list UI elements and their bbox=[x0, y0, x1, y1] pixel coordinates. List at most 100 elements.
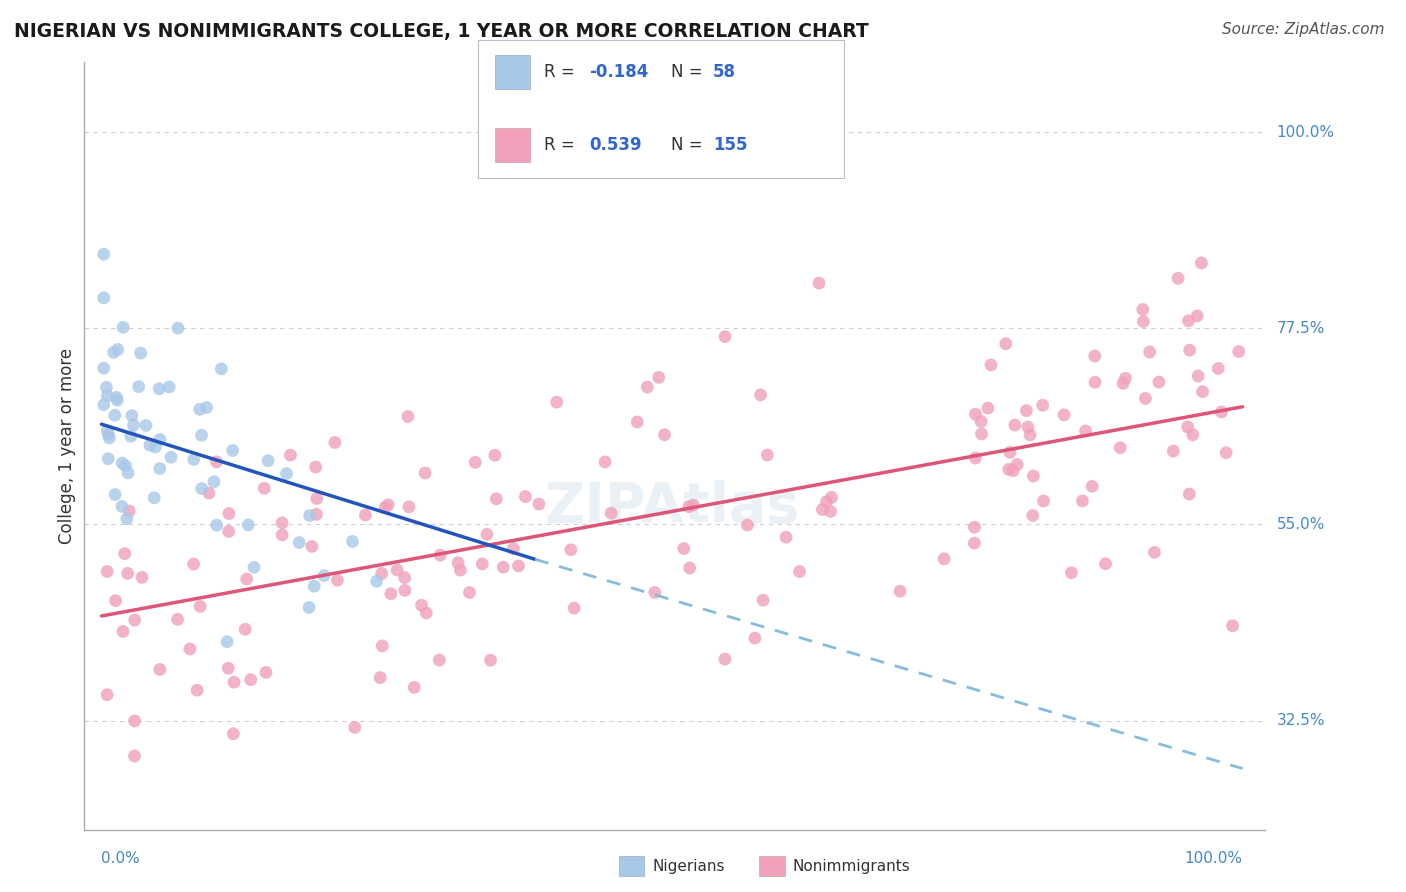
Point bbox=[105, 390, 128, 404]
Point bbox=[679, 561, 702, 575]
Point bbox=[1132, 302, 1154, 317]
Point bbox=[1032, 398, 1054, 412]
Text: N =: N = bbox=[671, 136, 707, 154]
Point bbox=[370, 566, 392, 581]
Point bbox=[775, 530, 797, 544]
Point bbox=[143, 491, 166, 505]
Point bbox=[195, 401, 218, 415]
Text: 58: 58 bbox=[713, 63, 735, 81]
Point bbox=[129, 346, 152, 360]
Point bbox=[714, 652, 737, 666]
Text: 55.0%: 55.0% bbox=[1277, 517, 1326, 532]
Point bbox=[257, 453, 280, 467]
Point bbox=[1112, 376, 1135, 391]
Point bbox=[97, 451, 120, 466]
Point bbox=[484, 448, 506, 462]
Point bbox=[105, 393, 128, 408]
Point bbox=[243, 560, 266, 574]
Point bbox=[117, 566, 139, 581]
Point bbox=[1132, 314, 1154, 328]
Point bbox=[280, 448, 302, 462]
Point bbox=[160, 450, 183, 465]
Point bbox=[1005, 458, 1028, 472]
Text: 100.0%: 100.0% bbox=[1185, 851, 1243, 866]
Point bbox=[714, 329, 737, 343]
Point bbox=[112, 624, 135, 639]
Point bbox=[305, 491, 328, 506]
Text: R =: R = bbox=[544, 136, 581, 154]
Point bbox=[404, 681, 426, 695]
Point bbox=[998, 445, 1021, 459]
Point bbox=[1002, 464, 1025, 478]
Point bbox=[1211, 405, 1233, 419]
Point bbox=[820, 491, 842, 505]
Point bbox=[1094, 557, 1116, 571]
Point bbox=[254, 665, 277, 680]
Point bbox=[475, 527, 498, 541]
Point bbox=[485, 491, 508, 506]
Text: -0.184: -0.184 bbox=[589, 63, 648, 81]
Point bbox=[354, 508, 377, 522]
Point bbox=[815, 495, 838, 509]
Point bbox=[183, 557, 205, 571]
Point bbox=[789, 565, 811, 579]
Point bbox=[190, 482, 212, 496]
Y-axis label: College, 1 year or more: College, 1 year or more bbox=[58, 348, 76, 544]
Point bbox=[326, 573, 349, 587]
Point bbox=[374, 500, 396, 515]
Point bbox=[492, 560, 515, 574]
Point bbox=[1163, 444, 1185, 458]
Point bbox=[103, 345, 125, 359]
Point bbox=[380, 587, 402, 601]
Text: 0.0%: 0.0% bbox=[101, 851, 141, 866]
Point bbox=[93, 398, 115, 412]
Point bbox=[636, 380, 658, 394]
Point bbox=[1015, 403, 1038, 417]
Point bbox=[626, 415, 648, 429]
Point bbox=[167, 321, 190, 335]
Point bbox=[118, 504, 141, 518]
Point bbox=[527, 497, 550, 511]
Point bbox=[932, 552, 955, 566]
Point bbox=[980, 358, 1002, 372]
Point bbox=[96, 565, 118, 579]
Point bbox=[479, 653, 502, 667]
Point bbox=[678, 500, 700, 514]
Point bbox=[157, 380, 180, 394]
Point bbox=[104, 408, 127, 422]
Point bbox=[1139, 345, 1161, 359]
Point bbox=[342, 534, 364, 549]
Text: Source: ZipAtlas.com: Source: ZipAtlas.com bbox=[1222, 22, 1385, 37]
Point bbox=[752, 593, 775, 607]
Point bbox=[672, 541, 695, 556]
Point bbox=[807, 276, 830, 290]
Point bbox=[811, 502, 834, 516]
Text: 32.5%: 32.5% bbox=[1277, 713, 1326, 728]
Point bbox=[305, 508, 328, 522]
Point bbox=[188, 599, 211, 614]
Text: ZIPAtlas: ZIPAtlas bbox=[544, 480, 800, 534]
Point bbox=[1143, 545, 1166, 559]
Point bbox=[1185, 309, 1208, 323]
Point bbox=[188, 402, 211, 417]
Point bbox=[1032, 494, 1054, 508]
Point bbox=[1060, 566, 1083, 580]
Point bbox=[1189, 256, 1212, 270]
Point bbox=[963, 520, 986, 534]
Point bbox=[965, 407, 987, 421]
Point bbox=[190, 428, 212, 442]
Point bbox=[458, 585, 481, 599]
Point bbox=[546, 395, 568, 409]
Point bbox=[183, 452, 205, 467]
Text: 0.539: 0.539 bbox=[589, 136, 641, 154]
Point bbox=[1074, 424, 1097, 438]
Point bbox=[756, 448, 779, 462]
Point bbox=[737, 518, 759, 533]
Point bbox=[394, 583, 416, 598]
Text: 155: 155 bbox=[713, 136, 748, 154]
Point bbox=[970, 415, 993, 429]
Point bbox=[1147, 375, 1170, 389]
Point bbox=[128, 379, 150, 393]
Point bbox=[239, 673, 262, 687]
Text: NIGERIAN VS NONIMMIGRANTS COLLEGE, 1 YEAR OR MORE CORRELATION CHART: NIGERIAN VS NONIMMIGRANTS COLLEGE, 1 YEA… bbox=[14, 22, 869, 41]
